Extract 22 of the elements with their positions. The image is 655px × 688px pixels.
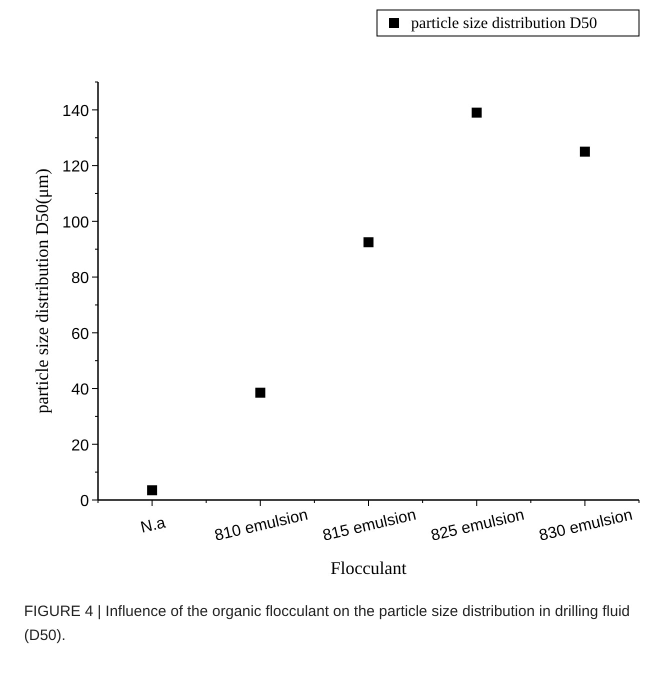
y-tick-label: 100 <box>62 214 90 232</box>
y-tick-label: 40 <box>71 382 90 399</box>
y-axis-title: particle size distribution D50(μm) <box>32 168 52 414</box>
point <box>580 146 590 157</box>
x-tick-label: 825 emulsion <box>429 506 526 545</box>
y-tick-label: 120 <box>62 158 90 176</box>
x-axis-title: Flocculant <box>330 558 406 578</box>
point <box>147 485 158 496</box>
x-tick-label: N.a <box>139 514 168 537</box>
point <box>364 237 374 248</box>
x-tick-label: 810 emulsion <box>213 506 310 545</box>
point <box>472 108 482 118</box>
y-tick-label: 20 <box>71 437 90 454</box>
y-tick-label: 140 <box>62 102 90 120</box>
y-tick-label: 0 <box>80 493 90 510</box>
y-tick-label: 80 <box>71 270 90 288</box>
y-tick-label: 60 <box>71 326 90 343</box>
caption: FIGURE 4 | Influence of the organic flocculant on the particle size distribution in drilling fluid (D50). <box>24 602 631 646</box>
legend-label: particle size distribution D50 <box>411 15 598 32</box>
point <box>255 388 266 398</box>
x-tick-label: 830 emulsion <box>538 506 634 545</box>
x-tick-label: 815 emulsion <box>321 506 418 545</box>
